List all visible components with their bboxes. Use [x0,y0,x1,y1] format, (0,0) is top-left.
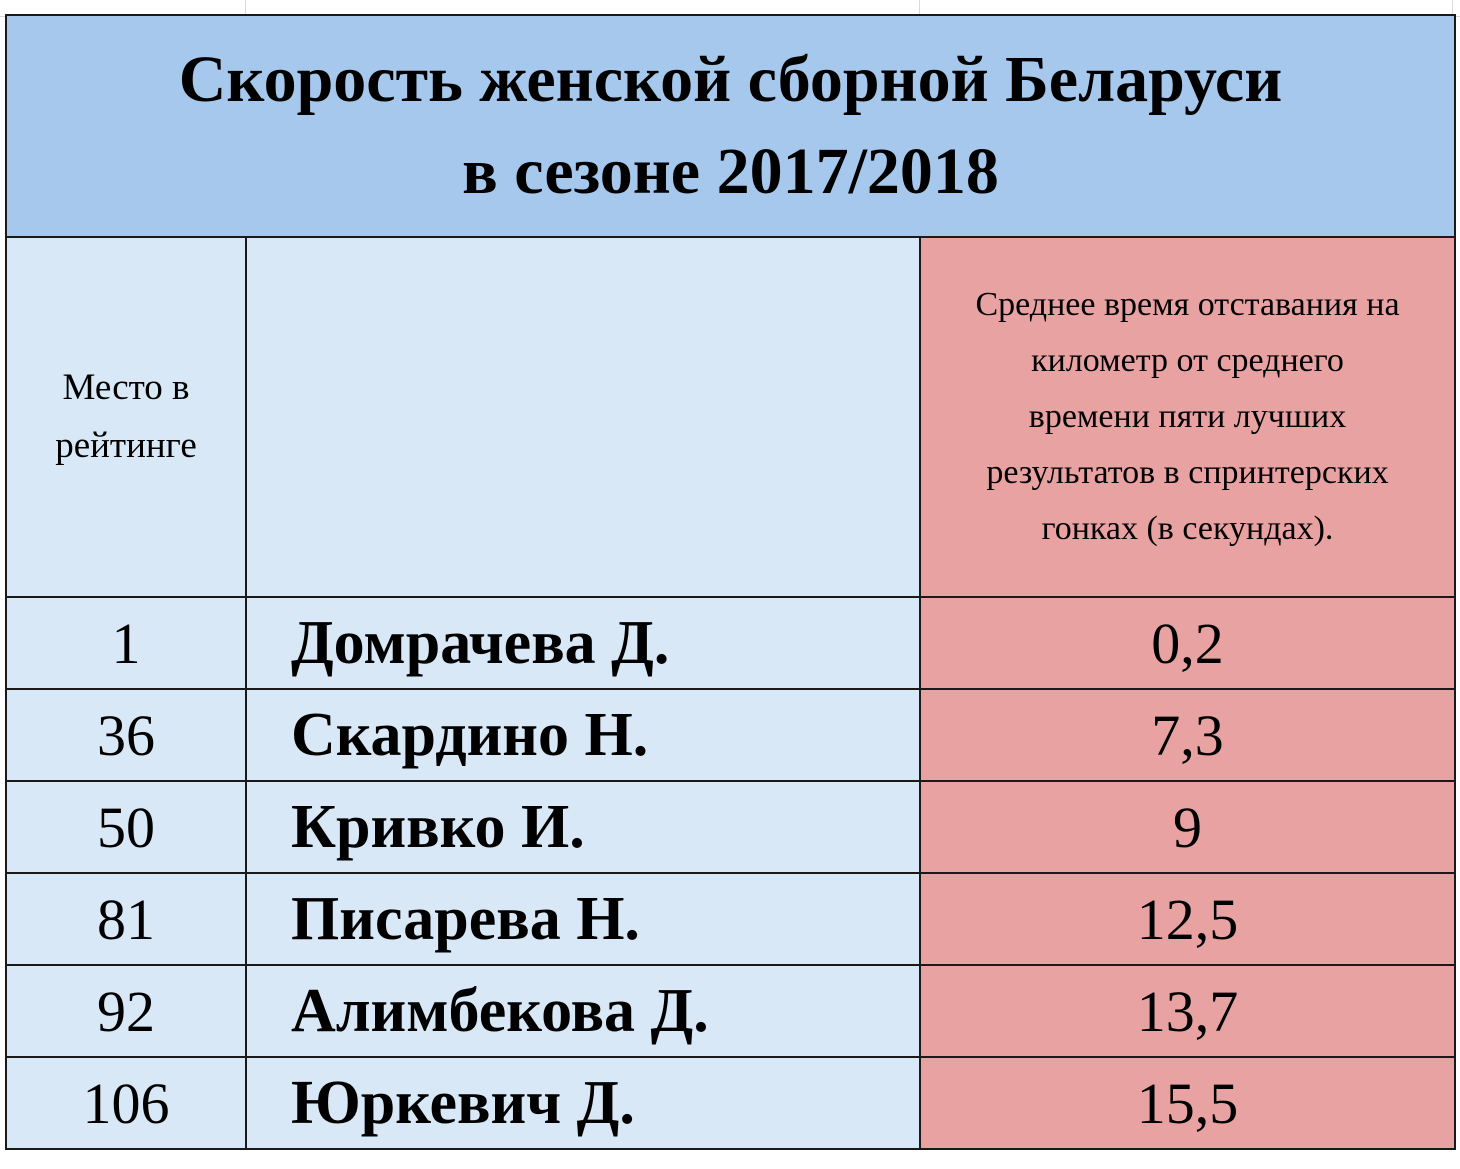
time-gap-cell: 9 [918,780,1457,874]
time-gap-cell: 12,5 [918,872,1457,966]
table-row: 106 Юркевич Д. 15,5 [5,1056,1457,1150]
time-gap-cell: 13,7 [918,964,1457,1058]
athlete-name-cell: Писарева Н. [245,872,921,966]
table-row: 1 Домрачева Д. 0,2 [5,596,1457,690]
table-row: 81 Писарева Н. 12,5 [5,872,1457,966]
athlete-name-cell: Скардино Н. [245,688,921,782]
athlete-name-cell: Домрачева Д. [245,596,921,690]
rank-cell: 1 [5,596,247,690]
header-name [245,236,921,598]
ranking-table: Скорость женской сборной Беларуси в сезо… [4,14,1457,1150]
time-gap-cell: 15,5 [918,1056,1457,1150]
header-value-line: гонках (в секундах). [1041,510,1334,547]
rank-cell: 81 [5,872,247,966]
rank-cell: 50 [5,780,247,874]
header-value-line: результатов в спринтерских [986,454,1389,491]
rank-cell: 36 [5,688,247,782]
time-gap-cell: 7,3 [918,688,1457,782]
header-value-line: Среднее время отставания на [975,286,1400,323]
header-rank-line: рейтинге [55,425,197,466]
header-value: Среднее время отставания на километр от … [918,236,1457,598]
rank-cell: 92 [5,964,247,1058]
table-title-cell: Скорость женской сборной Беларуси в сезо… [4,14,1457,238]
header-value-line: километр от среднего [1031,342,1344,379]
header-value-line: времени пяти лучших [1028,398,1347,435]
time-gap-cell: 0,2 [918,596,1457,690]
rank-cell: 106 [5,1056,247,1150]
athlete-name-cell: Юркевич Д. [245,1056,921,1150]
table-title: Скорость женской сборной Беларуси [178,43,1283,116]
athlete-name-cell: Кривко И. [245,780,921,874]
table-row: 36 Скардино Н. 7,3 [5,688,1457,782]
table-subtitle: в сезоне 2017/2018 [462,135,999,208]
header-rank: Место в рейтинге [5,236,247,598]
athlete-name-cell: Алимбекова Д. [245,964,921,1058]
header-rank-line: Место в [62,367,190,408]
table-row: 92 Алимбекова Д. 13,7 [5,964,1457,1058]
table-row: 50 Кривко И. 9 [5,780,1457,874]
